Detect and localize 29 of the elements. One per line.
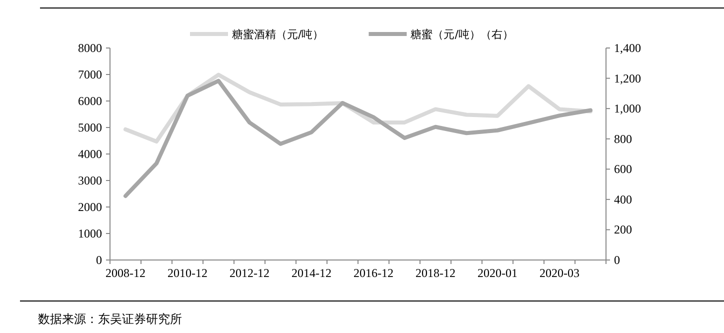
source-note: 数据来源：东吴证券研究所 [38, 312, 182, 326]
x-tick-label: 2018-12 [416, 266, 456, 280]
x-tick-label: 2020-03 [540, 266, 580, 280]
y2-tick-label: 1,000 [614, 102, 641, 116]
y-tick-label: 7000 [78, 68, 102, 82]
x-tick-label: 2012-12 [230, 266, 270, 280]
y2-tick-label: 800 [614, 132, 632, 146]
y-tick-label: 5000 [78, 120, 102, 134]
x-tick-label: 2010-12 [168, 266, 208, 280]
x-tick-label: 2016-12 [354, 266, 394, 280]
legend-label: 糖蜜酒精（元/吨） [232, 28, 324, 41]
y2-tick-label: 200 [614, 222, 632, 237]
y2-tick-label: 1,400 [614, 41, 641, 55]
y-tick-label: 3000 [78, 174, 102, 188]
y2-tick-label: 400 [614, 192, 632, 206]
y2-tick-label: 600 [614, 162, 632, 176]
y2-tick-label: 0 [614, 253, 620, 267]
y-tick-label: 6000 [78, 94, 102, 108]
y-tick-label: 8000 [78, 41, 102, 55]
y-tick-label: 2000 [78, 200, 102, 214]
legend-label: 糖蜜（元/吨）（右） [410, 28, 514, 41]
x-tick-label: 2020-01 [478, 266, 518, 280]
x-tick-label: 2008-12 [106, 266, 146, 280]
y2-tick-label: 1,200 [614, 71, 641, 86]
line-series [124, 78, 592, 198]
x-tick-label: 2014-12 [292, 266, 332, 280]
y-tick-label: 0 [96, 253, 102, 267]
y-tick-label: 1000 [78, 226, 102, 240]
y-tick-label: 4000 [78, 147, 102, 161]
